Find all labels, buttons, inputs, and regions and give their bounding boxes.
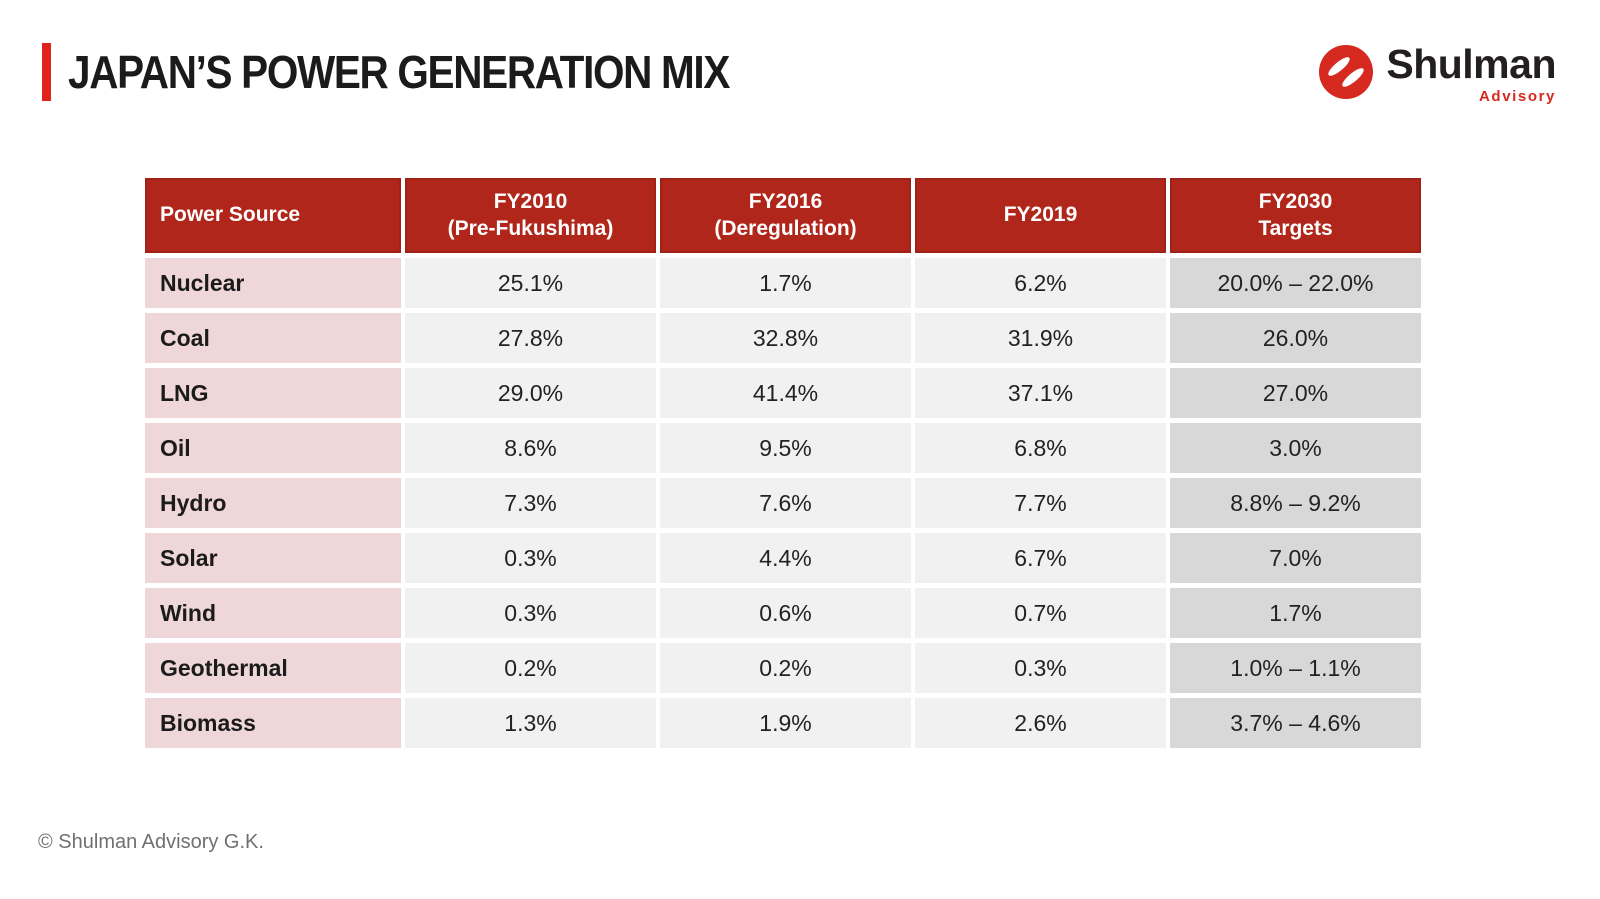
cell-oil-fy2030: 3.0% [1170, 423, 1421, 473]
cell-wind-fy2010: 0.3% [405, 588, 656, 638]
cell-lng-fy2016: 41.4% [660, 368, 911, 418]
cell-coal-fy2019: 31.9% [915, 313, 1166, 363]
copyright: © Shulman Advisory G.K. [38, 831, 264, 853]
cell-solar-fy2016: 4.4% [660, 533, 911, 583]
column-header-fy2019: FY2019 [915, 178, 1166, 253]
row-label-oil: Oil [145, 423, 401, 473]
cell-wind-fy2016: 0.6% [660, 588, 911, 638]
cell-nuclear-fy2010: 25.1% [405, 258, 656, 308]
cell-solar-fy2030: 7.0% [1170, 533, 1421, 583]
cell-geothermal-fy2010: 0.2% [405, 643, 656, 693]
column-header-fy2016: FY2016 (Deregulation) [660, 178, 911, 253]
title-accent-bar [42, 43, 51, 101]
title-block: JAPAN’S POWER GENERATION MIX [42, 43, 819, 101]
cell-hydro-fy2010: 7.3% [405, 478, 656, 528]
cell-geothermal-fy2016: 0.2% [660, 643, 911, 693]
logo-subtitle: Advisory [1479, 88, 1556, 105]
cell-geothermal-fy2030: 1.0% – 1.1% [1170, 643, 1421, 693]
row-label-solar: Solar [145, 533, 401, 583]
row-label-coal: Coal [145, 313, 401, 363]
cell-oil-fy2010: 8.6% [405, 423, 656, 473]
cell-biomass-fy2010: 1.3% [405, 698, 656, 748]
cell-geothermal-fy2019: 0.3% [915, 643, 1166, 693]
cell-wind-fy2030: 1.7% [1170, 588, 1421, 638]
cell-oil-fy2016: 9.5% [660, 423, 911, 473]
cell-coal-fy2016: 32.8% [660, 313, 911, 363]
cell-oil-fy2019: 6.8% [915, 423, 1166, 473]
cell-lng-fy2030: 27.0% [1170, 368, 1421, 418]
cell-nuclear-fy2030: 20.0% – 22.0% [1170, 258, 1421, 308]
cell-biomass-fy2030: 3.7% – 4.6% [1170, 698, 1421, 748]
row-label-geothermal: Geothermal [145, 643, 401, 693]
cell-lng-fy2019: 37.1% [915, 368, 1166, 418]
cell-solar-fy2010: 0.3% [405, 533, 656, 583]
cell-hydro-fy2016: 7.6% [660, 478, 911, 528]
row-label-nuclear: Nuclear [145, 258, 401, 308]
row-label-hydro: Hydro [145, 478, 401, 528]
cell-biomass-fy2016: 1.9% [660, 698, 911, 748]
cell-nuclear-fy2019: 6.2% [915, 258, 1166, 308]
column-header-power_source: Power Source [145, 178, 401, 253]
row-label-lng: LNG [145, 368, 401, 418]
column-header-fy2010: FY2010 (Pre-Fukushima) [405, 178, 656, 253]
cell-biomass-fy2019: 2.6% [915, 698, 1166, 748]
cell-solar-fy2019: 6.7% [915, 533, 1166, 583]
cell-wind-fy2019: 0.7% [915, 588, 1166, 638]
logo-wordmark: Shulman [1386, 41, 1556, 87]
cell-nuclear-fy2016: 1.7% [660, 258, 911, 308]
shulman-logo: Shulman Advisory [1319, 44, 1556, 105]
shulman-circle-slashes-icon [1319, 45, 1374, 104]
column-header-fy2030: FY2030 Targets [1170, 178, 1421, 253]
cell-coal-fy2010: 27.8% [405, 313, 656, 363]
logo-text: Shulman Advisory [1386, 41, 1556, 106]
row-label-biomass: Biomass [145, 698, 401, 748]
cell-coal-fy2030: 26.0% [1170, 313, 1421, 363]
page-title: JAPAN’S POWER GENERATION MIX [68, 46, 730, 98]
power-generation-mix-table: Power Source FY2010 (Pre-Fukushima) FY2016(… [145, 178, 1421, 748]
cell-hydro-fy2030: 8.8% – 9.2% [1170, 478, 1421, 528]
row-label-wind: Wind [145, 588, 401, 638]
cell-hydro-fy2019: 7.7% [915, 478, 1166, 528]
cell-lng-fy2010: 29.0% [405, 368, 656, 418]
